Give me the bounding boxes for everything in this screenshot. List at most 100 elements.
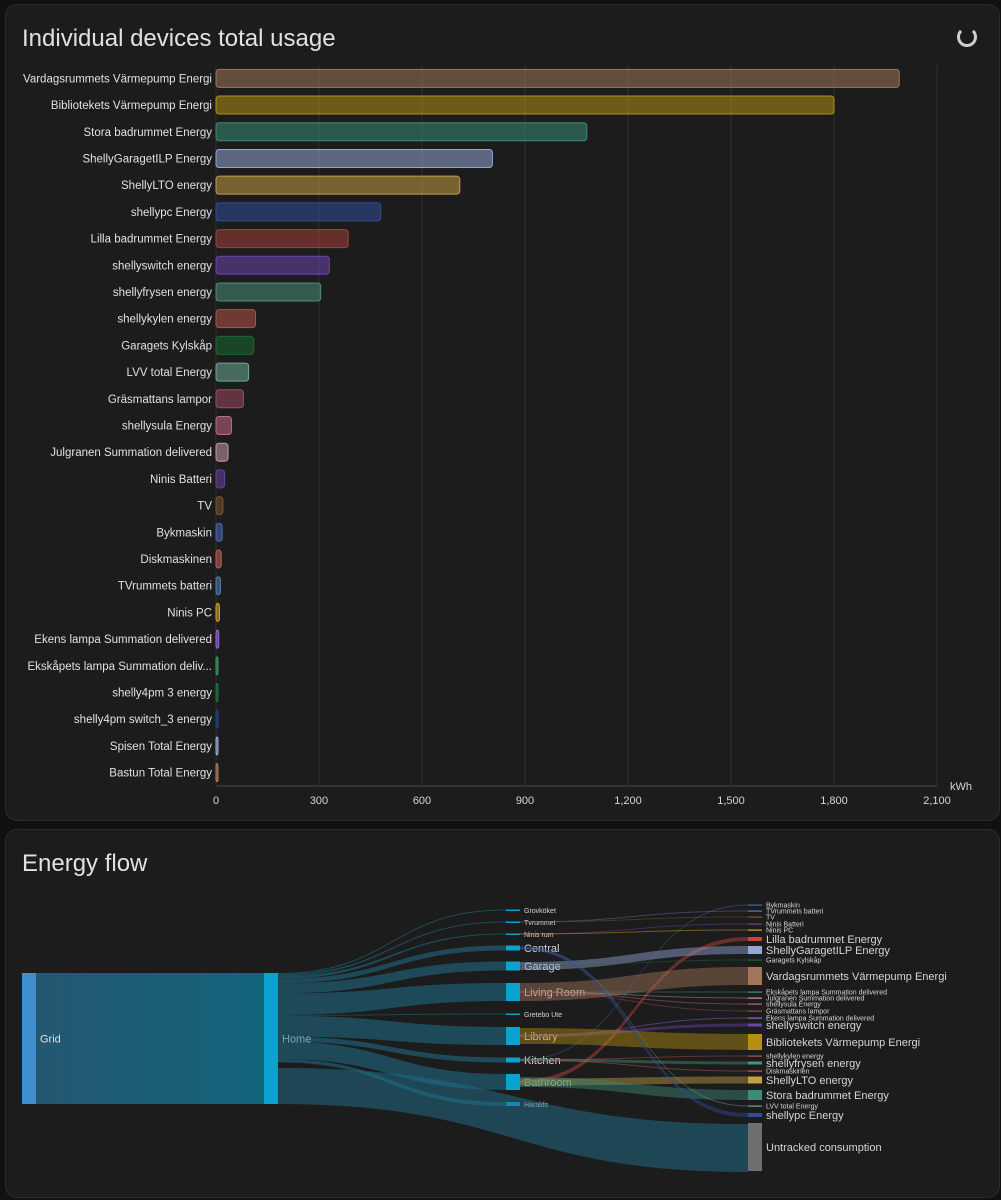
bar-shellypc-energy xyxy=(215,202,382,222)
node-label-device: Untracked consumption xyxy=(766,1142,882,1154)
node-room-garage xyxy=(506,961,520,971)
node-label-device: Ekskåpets lampa Summation delivered xyxy=(766,989,887,997)
bar-bastun-total-energy xyxy=(215,763,219,783)
category-label: Julgranen Summation delivered xyxy=(50,447,212,459)
flow-to-diskmaskinen xyxy=(520,1059,748,1072)
node-device-ninis-pc xyxy=(748,929,762,931)
node-room-central xyxy=(506,945,520,951)
category-label: Lilla badrummet Energy xyxy=(91,234,213,246)
flow-home-bathroom xyxy=(278,1041,506,1090)
node-label-device: shellyswitch energy xyxy=(766,1020,862,1032)
flow-home-central xyxy=(278,945,506,984)
node-device-bykmaskin xyxy=(748,904,762,906)
flow-home-grovköket xyxy=(278,909,506,975)
bar-tvrummets-batteri xyxy=(215,576,221,596)
bar-shellyfrysen-energy xyxy=(215,282,322,302)
flow-to-garagets-kylskåp xyxy=(520,959,748,967)
bar-julgranen-summation-delivered xyxy=(215,442,229,462)
node-label-grid: Grid xyxy=(40,1034,61,1046)
category-label: Bykmaskin xyxy=(156,527,212,539)
node-device-ekskåpets-lampa-summation-delivered xyxy=(748,991,762,993)
node-label-device: ShellyGaragetILP Energy xyxy=(766,945,890,957)
node-device-shellyswitch-energy xyxy=(748,1023,762,1027)
node-label-device: Bibliotekets Värmepump Energi xyxy=(766,1037,920,1049)
flow-home-tvrummet xyxy=(278,921,506,976)
flow-to-shellyswitch-energy xyxy=(520,1023,748,1038)
node-room-tvrummet xyxy=(506,921,520,923)
node-label-device: TVrummets batteri xyxy=(766,909,824,916)
node-label-device: LVV total Energy xyxy=(766,1104,819,1111)
node-label-device: Diskmaskinen xyxy=(766,1069,810,1076)
category-label: shelly4pm 3 energy xyxy=(112,688,212,700)
category-label: TV xyxy=(197,501,212,513)
node-device-lvv-total-energy xyxy=(748,1105,762,1107)
category-label: shellykylen energy xyxy=(117,314,212,326)
node-device-shellypc-energy xyxy=(748,1113,762,1117)
x-tick-label: 0 xyxy=(213,795,219,807)
node-device-lilla-badrummet-energy xyxy=(748,937,762,941)
flow-grid-home xyxy=(36,973,264,1104)
flow-to-julgranen-summation-delivered xyxy=(520,991,748,999)
node-label-room: Library xyxy=(524,1031,558,1043)
flow-to-bibliotekets-värmepump-energi xyxy=(520,1028,748,1050)
category-label: ShellyLTO energy xyxy=(121,180,212,192)
node-device-ekens-lampa-summation-delivered xyxy=(748,1017,762,1019)
energy-flow-card: Energy flow GridHomeGrovköketTvrummetNin… xyxy=(5,829,1000,1198)
node-device-shellysula-energy xyxy=(748,1003,762,1005)
flow-to-shellysula-energy xyxy=(520,991,748,1005)
node-room-gretebo-ute xyxy=(506,1013,520,1015)
node-label-device: Stora badrummet Energy xyxy=(766,1090,889,1102)
category-label: Stora badrummet Energy xyxy=(84,127,213,139)
node-label-room: Kitchen xyxy=(524,1055,561,1067)
bar-spisen-total-energy xyxy=(215,736,219,756)
node-device-stora-badrummet-energy xyxy=(748,1090,762,1100)
flow-to-shellykylen-energy xyxy=(520,1055,748,1061)
category-label: Ninis Batteri xyxy=(150,474,212,486)
bar-ekskåpets-lampa-summation-deliv xyxy=(215,656,219,676)
flow-to-shellypc-energy xyxy=(520,946,748,1117)
node-label-room: Bathroom xyxy=(524,1077,572,1089)
node-label-device: shellysula Energy xyxy=(766,1002,821,1009)
node-label-device: Lilla badrummet Energy xyxy=(766,934,883,946)
flow-to-shellylto-energy xyxy=(520,1076,748,1086)
node-label-device: ShellyLTO energy xyxy=(766,1075,854,1087)
bar-ninis-pc xyxy=(215,602,220,622)
node-device-garagets-kylskåp xyxy=(748,959,762,961)
flow-home-ninis-rum xyxy=(278,933,506,979)
node-label-device: Ekens lampa Summation delivered xyxy=(766,1016,874,1023)
node-device-ninis-batteri xyxy=(748,923,762,925)
bar-lvv-total-energy xyxy=(215,362,250,382)
card-title-energy-flow: Energy flow xyxy=(22,850,148,877)
bar-tv xyxy=(215,496,224,516)
flow-to-shellyfrysen-energy xyxy=(520,1058,748,1065)
flow-to-ninis-pc xyxy=(520,929,748,935)
category-label: Garagets Kylskåp xyxy=(121,340,212,352)
node-label-device: shellykylen energy xyxy=(766,1054,824,1061)
category-label: Diskmaskinen xyxy=(140,554,212,566)
node-label-device: Bykmaskin xyxy=(766,903,800,910)
node-device-vardagsrummets-värmepump-energi xyxy=(748,967,762,985)
node-label-device: Vardagsrummets Värmepump Energi xyxy=(766,971,947,983)
node-room-grovköket xyxy=(506,909,520,911)
flow-home-library xyxy=(278,1015,506,1045)
node-label-room: Central xyxy=(524,943,559,955)
node-device-shellykylen-energy xyxy=(748,1055,762,1057)
node-label-device: Garagets Kylskåp xyxy=(766,957,821,965)
node-device-bibliotekets-värmepump-energi xyxy=(748,1034,762,1050)
node-device-tvrummets-batteri xyxy=(748,910,762,912)
node-device-diskmaskinen xyxy=(748,1070,762,1072)
category-label: shelly4pm switch_3 energy xyxy=(74,714,212,726)
card-title-devices-usage: Individual devices total usage xyxy=(22,25,336,52)
node-label-device: Ninis Batteri xyxy=(766,922,804,929)
category-label: Spisen Total Energy xyxy=(110,741,212,753)
category-label: LVV total Energy xyxy=(127,367,213,379)
flow-to-ekskåpets-lampa-summation-delivered xyxy=(520,991,748,993)
flow-to-tv xyxy=(520,916,748,923)
x-tick-label: 1,500 xyxy=(717,795,745,807)
x-tick-label: 600 xyxy=(413,795,431,807)
x-tick-label: 900 xyxy=(516,795,534,807)
x-tick-label: 300 xyxy=(310,795,328,807)
node-label-room: Ninis rum xyxy=(524,932,554,939)
node-room-kitchen xyxy=(506,1057,520,1063)
bar-shellysula-energy xyxy=(215,416,232,435)
